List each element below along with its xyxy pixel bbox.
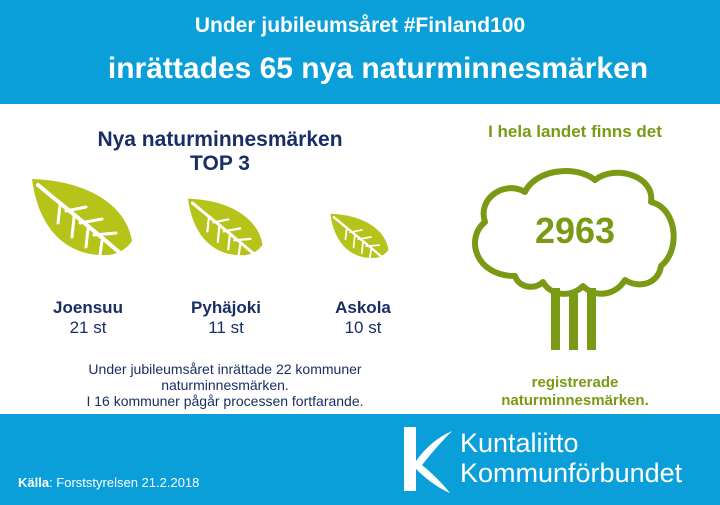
header-line-2: inrättades 65 nya naturminnesmärken [107,52,649,85]
town-count: 21 st [69,318,107,337]
kuntaliitto-logo-text: Kuntaliitto Kommunförbundet [460,428,682,488]
town-count: 10 st [344,318,382,337]
town-name: Joensuu [53,298,123,317]
logo-line: Kuntaliitto [460,428,579,458]
municipality-note: Under jubileumsåret inrättade 22 kommune… [40,361,410,409]
note-line: Under jubileumsåret inrättade 22 kommune… [88,361,362,377]
top3-subtitle: TOP 3 [190,152,250,175]
town-name: Pyhäjoki [191,298,261,317]
leaf-icon [330,213,392,267]
subtitle-line: naturminnesmärken. [501,392,649,409]
source-text: : Forststyrelsen 21.2.2018 [49,475,200,490]
nation-subtitle: registrerade naturminnesmärken. [455,374,695,410]
total-count: 2963 [534,210,616,251]
logo-line: Kommunförbundet [460,458,683,488]
kuntaliitto-logo-icon [404,427,452,493]
town-count: 11 st [208,318,244,337]
source-note: Källa: Forststyrelsen 21.2.2018 [18,475,199,490]
leaf-icon [187,198,267,266]
leaf-icon [32,179,138,269]
top3-title: Nya naturminnesmärken [97,128,343,151]
source-label: Källa [18,475,50,490]
note-line: I 16 kommuner pågår processen fortfarand… [86,393,364,409]
town-name: Askola [335,298,391,317]
tree-icon [472,167,677,350]
town-askola: Askola 10 st [303,298,423,338]
footer-band [0,414,720,505]
header-line-1: Under jubileumsåret #Finland100 [194,14,526,37]
note-line: naturminnesmärken. [161,377,289,393]
header-band [0,0,720,104]
town-pyhajoki: Pyhäjoki 11 st [166,298,286,338]
town-joensuu: Joensuu 21 st [28,298,148,338]
nation-title: I hela landet finns det [488,122,662,141]
subtitle-line: registrerade [531,374,619,391]
